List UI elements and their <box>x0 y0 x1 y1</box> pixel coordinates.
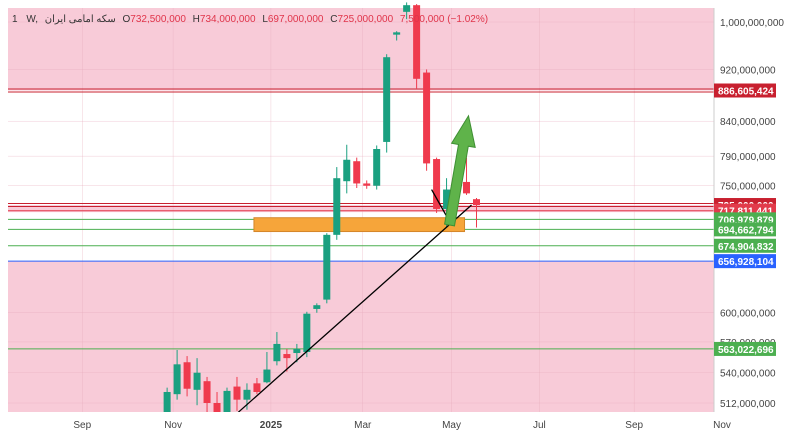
price-label-bg <box>714 254 776 269</box>
time-tick-label: Nov <box>713 420 731 431</box>
time-tick-label: 2025 <box>260 420 283 431</box>
price-label: 674,904,832 <box>718 242 774 253</box>
candle-body <box>343 159 351 182</box>
legend-close-key: C <box>330 14 338 25</box>
price-tick-label: 1,000,000,000 <box>720 18 784 29</box>
candle-body <box>323 234 331 300</box>
price-tick-label: 790,000,000 <box>720 152 776 163</box>
candle-body <box>333 178 341 235</box>
price-label: 886,605,424 <box>718 86 774 97</box>
candle-body <box>443 189 451 209</box>
time-tick-label: Sep <box>625 420 643 431</box>
price-label: 717,811,441 <box>718 207 773 218</box>
legend-high: 734,000,000 <box>199 14 256 25</box>
candle-body <box>283 354 291 359</box>
legend-change: 7,500,000 (−1.02%) <box>399 14 489 25</box>
time-tick-label: Nov <box>164 420 182 431</box>
legend-high-key: H <box>192 14 200 25</box>
candle-body <box>403 5 411 12</box>
price-label-bg <box>714 238 776 253</box>
up-arrow <box>444 114 476 227</box>
candle-body <box>303 313 311 352</box>
candle-body <box>263 369 271 383</box>
legend-exchange: ایران <box>44 14 66 25</box>
candle-body <box>243 389 251 400</box>
price-label-bg <box>714 341 776 356</box>
candle-body <box>423 72 431 164</box>
price-tick-label: 600,000,000 <box>720 309 776 320</box>
candle-body <box>253 383 261 392</box>
price-tick-label: 512,000,000 <box>720 399 776 410</box>
legend-low: 697,000,000 <box>267 14 324 25</box>
candle-body <box>273 343 281 362</box>
candle-body <box>363 183 371 186</box>
time-tick-label: Mar <box>354 420 372 431</box>
candle-body <box>313 305 321 309</box>
legend: 1 W, سکه امامی ایران O732,500,000 H734,0… <box>12 14 488 25</box>
white-band <box>8 90 714 206</box>
candle-body <box>393 32 401 35</box>
support-zone <box>253 217 466 233</box>
candle-body <box>173 364 181 395</box>
candle-body <box>223 390 231 416</box>
candle-body <box>203 381 211 403</box>
time-axis <box>0 412 800 445</box>
time-tick-label: Sep <box>73 420 91 431</box>
time-tick-label: May <box>442 420 461 431</box>
price-tick-label: 750,000,000 <box>720 182 776 193</box>
legend-close: 725,000,000 <box>337 14 394 25</box>
legend-low-key: L <box>262 14 268 25</box>
legend-open-key: O <box>122 14 131 25</box>
price-label-bg <box>714 83 776 98</box>
candle-body <box>373 149 381 186</box>
price-label: 706,979,879 <box>718 215 774 226</box>
candle-body <box>183 362 191 389</box>
candle-body <box>233 386 241 400</box>
price-label: 656,928,104 <box>718 257 774 268</box>
price-tick-label: 920,000,000 <box>720 65 776 76</box>
candle-body <box>193 372 201 390</box>
candle-body <box>413 5 421 79</box>
price-label-bg <box>714 222 776 237</box>
candle-body <box>353 161 361 184</box>
price-tick-label: 540,000,000 <box>720 369 776 380</box>
candle-body <box>463 181 471 194</box>
candle-body <box>383 57 391 142</box>
plot-background <box>8 8 714 412</box>
legend-open: 732,500,000 <box>130 14 186 25</box>
candle-body <box>473 199 480 206</box>
price-label: 694,662,794 <box>718 225 774 236</box>
candle-body <box>433 159 441 209</box>
candle-body <box>213 403 221 417</box>
price-label: 563,022,696 <box>718 345 774 356</box>
time-tick-label: Jul <box>533 420 546 431</box>
legend-interval: 1 <box>12 14 18 25</box>
price-tick-label: 840,000,000 <box>720 117 776 128</box>
candle-body <box>293 348 301 354</box>
legend-symbol: W, سکه امامی <box>26 14 116 25</box>
candle-body <box>163 391 171 423</box>
